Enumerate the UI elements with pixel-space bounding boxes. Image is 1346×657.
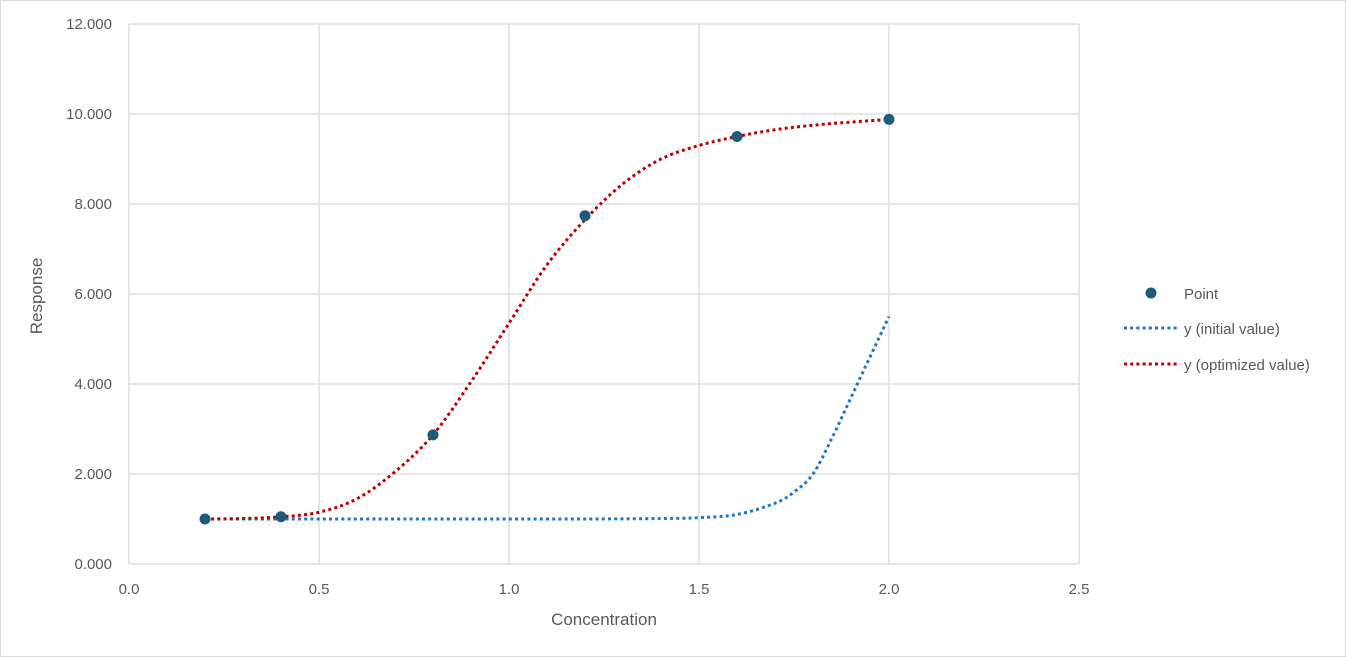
grid-lines (128, 23, 1080, 565)
legend-item-optimized: y (optimized value) (1124, 357, 1310, 374)
y-tick-label: 0.000 (74, 556, 112, 573)
data-point (275, 511, 287, 523)
y-tick-label: 8.000 (74, 196, 112, 213)
legend-marker-point (1145, 287, 1157, 299)
legend-label-initial: y (initial value) (1184, 321, 1280, 338)
y-tick-label: 4.000 (74, 376, 112, 393)
data-point (883, 113, 895, 125)
y-axis-title: Response (27, 258, 46, 335)
legend: Point y (initial value) y (optimized val… (1124, 286, 1310, 374)
x-tick-label: 1.5 (689, 581, 710, 598)
legend-item-point: Point (1145, 286, 1219, 303)
y-tick-label: 10.000 (66, 106, 112, 123)
y-tick-label: 12.000 (66, 16, 112, 33)
series-line-2 (204, 117, 890, 521)
legend-label-point: Point (1184, 286, 1219, 303)
x-tick-label: 0.5 (309, 581, 330, 598)
data-point (427, 429, 439, 441)
y-tick-label: 2.000 (74, 466, 112, 483)
series-lines (204, 117, 891, 521)
legend-item-initial: y (initial value) (1124, 321, 1280, 338)
x-tick-label: 2.0 (879, 581, 900, 598)
x-tick-label: 2.5 (1069, 581, 1090, 598)
x-tick-label: 1.0 (499, 581, 520, 598)
y-tick-labels: 0.000 2.000 4.000 6.000 8.000 10.000 12.000 (66, 16, 112, 573)
data-point (199, 513, 211, 525)
series-line-1 (205, 315, 891, 521)
data-point (579, 210, 591, 222)
x-axis-title: Concentration (551, 610, 657, 629)
series-points (199, 113, 895, 525)
x-tick-labels: 0.0 0.5 1.0 1.5 2.0 2.5 (119, 581, 1090, 598)
x-tick-label: 0.0 (119, 581, 140, 598)
legend-label-optimized: y (optimized value) (1184, 357, 1310, 374)
data-point (731, 131, 743, 142)
y-tick-label: 6.000 (74, 286, 112, 303)
